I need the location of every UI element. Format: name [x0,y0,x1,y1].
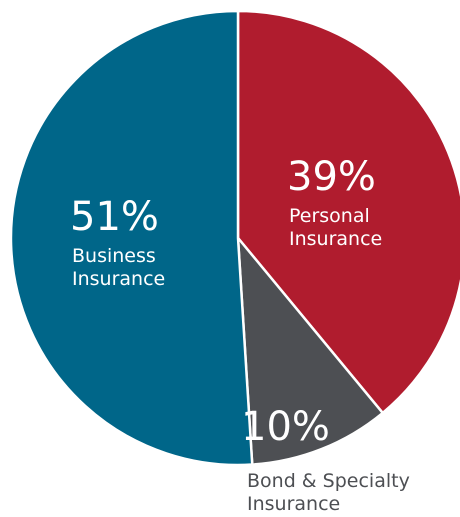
pie-category-label-personal-insurance: Personal Insurance [289,205,382,250]
pie-category-label-line: Insurance [72,268,165,290]
pie-category-label-line: Personal [289,205,370,227]
pie-category-label-business-insurance: Business Insurance [72,245,165,290]
pie-slices [9,9,460,467]
pie-category-label-line: Insurance [289,228,382,250]
pie-slice-personal-insurance [236,9,460,415]
pie-category-label-line: Business [72,245,156,267]
pie-slice-bond-specialty-insurance [236,236,384,466]
pie-slice-business-insurance [9,9,254,467]
pie-category-label-line: Bond & Specialty [247,470,410,492]
pie-category-label-line: Insurance [247,493,340,515]
pie-category-label-bond-specialty-insurance: Bond & Specialty Insurance [247,470,410,515]
pie-percent-label-bond-specialty-insurance: 10% [241,404,330,450]
pie-percent-label-business-insurance: 51% [70,194,159,240]
pie-percent-label-personal-insurance: 39% [287,154,376,200]
